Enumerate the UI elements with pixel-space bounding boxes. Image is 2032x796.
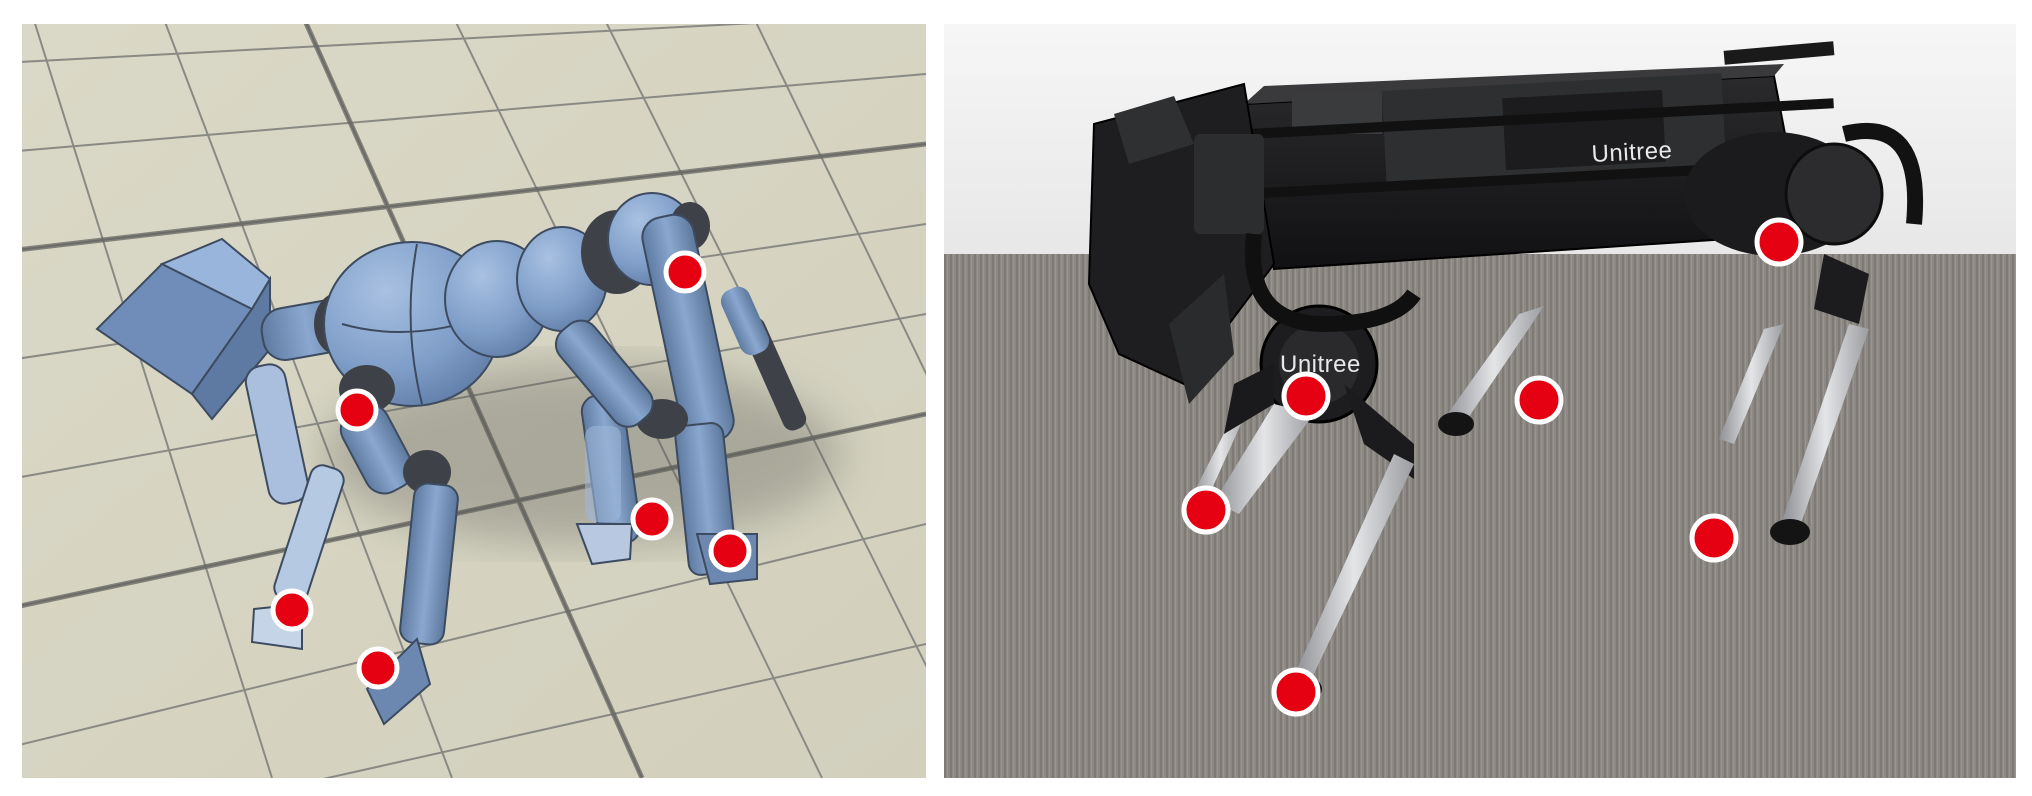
robot-head	[95, 237, 272, 421]
photo-panel: Unitree Unitree	[942, 22, 2018, 780]
brand-label-body: Unitree	[1591, 137, 1673, 168]
photo-markers	[1181, 217, 1804, 717]
simulation-markers	[270, 250, 752, 690]
brand-label-motor: Unitree	[1280, 351, 1361, 378]
marker-sim-foot-front-right	[356, 646, 400, 690]
simulation-panel	[20, 22, 928, 780]
marker-real-foot-back-right	[1689, 513, 1739, 563]
marker-real-foot-front-right	[1271, 667, 1321, 717]
marker-sim-foot-front-left	[270, 588, 314, 632]
unitree-robot: Unitree Unitree	[1087, 41, 1924, 703]
simulation-scene	[22, 24, 926, 778]
marker-sim-hip-back	[663, 250, 707, 294]
marker-real-hip-back	[1754, 217, 1804, 267]
marker-real-foot-front-left	[1181, 485, 1231, 535]
marker-sim-hip-front	[335, 388, 379, 432]
marker-sim-foot-back-left	[630, 497, 674, 541]
marker-sim-foot-back-right	[708, 529, 752, 573]
marker-real-foot-back-left	[1514, 375, 1564, 425]
simulated-robot	[95, 192, 807, 726]
photo-scene: Unitree Unitree	[944, 24, 2016, 778]
marker-real-hip-front	[1281, 371, 1331, 421]
